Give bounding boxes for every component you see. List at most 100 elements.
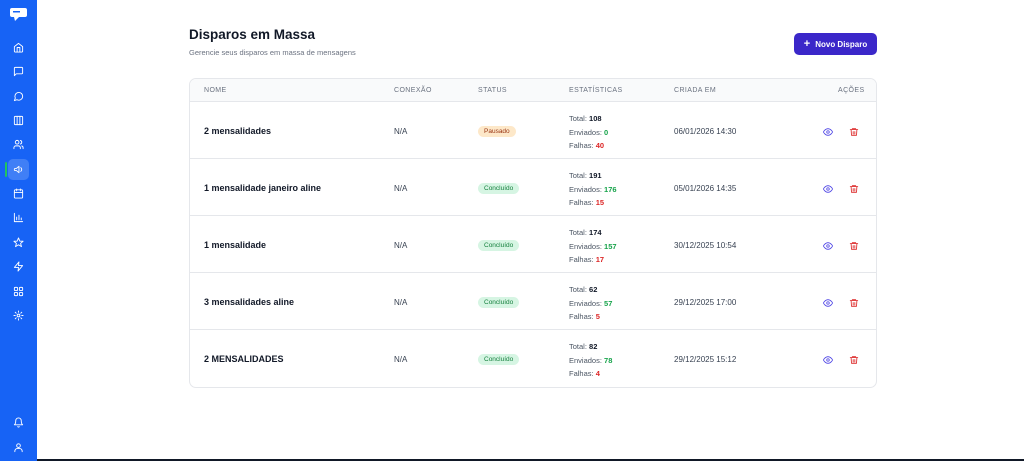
stat-sent-value: 0 — [604, 127, 609, 137]
table-row: 3 mensalidades aline N/A Concluído Total… — [190, 273, 876, 330]
page-title: Disparos em Massa — [189, 27, 316, 42]
campaign-connection: N/A — [394, 298, 408, 307]
campaigns-table: NOME CONEXÃO STATUS ESTATÍSTICAS CRIADA … — [189, 78, 877, 388]
view-button[interactable] — [822, 354, 834, 366]
stat-sent-value: 57 — [604, 298, 613, 308]
sidebar-item-profile[interactable] — [8, 437, 29, 458]
sidebar-item-contacts[interactable] — [8, 134, 29, 155]
stat-failed-value: 15 — [595, 198, 605, 207]
new-campaign-label: Novo Disparo — [815, 39, 868, 49]
table-header: NOME CONEXÃO STATUS ESTATÍSTICAS CRIADA … — [190, 79, 876, 102]
sidebar-item-automations[interactable] — [8, 256, 29, 277]
sidebar-item-integrations[interactable] — [8, 281, 29, 302]
sidebar-item-notifications[interactable] — [8, 412, 29, 433]
stat-sent-label: Enviados: — [569, 241, 602, 251]
campaign-created-at: 06/01/2026 14:30 — [674, 127, 737, 136]
stat-sent-value: 78 — [604, 355, 613, 365]
campaign-created-at: 05/01/2026 14:35 — [674, 184, 737, 193]
eye-icon — [823, 356, 833, 364]
column-header-name: NOME — [204, 87, 227, 94]
stat-sent-label: Enviados: — [569, 355, 602, 365]
sidebar-item-settings[interactable] — [8, 305, 29, 326]
trash-icon — [849, 128, 859, 136]
delete-button[interactable] — [848, 240, 860, 252]
users-icon — [13, 139, 24, 150]
stat-failed: Falhas: 5 — [569, 310, 612, 324]
stat-sent: Enviados: 78 — [569, 354, 612, 368]
delete-button[interactable] — [848, 183, 860, 195]
stat-sent-label: Enviados: — [569, 184, 602, 194]
megaphone-icon — [13, 165, 23, 174]
view-button[interactable] — [822, 183, 834, 195]
view-button[interactable] — [822, 297, 834, 309]
home-icon — [13, 42, 24, 53]
stat-sent-value: 176 — [604, 184, 617, 194]
view-button[interactable] — [822, 126, 834, 138]
sidebar-item-campaigns[interactable] — [5, 159, 29, 180]
stat-failed-value: 4 — [595, 369, 600, 378]
stat-failed-label: Falhas: — [569, 312, 594, 321]
column-header-connection: CONEXÃO — [394, 87, 432, 94]
stat-total: Total: 174 — [569, 226, 617, 240]
zap-icon — [13, 261, 24, 272]
sidebar-item-kanban[interactable] — [8, 110, 29, 131]
trash-icon — [849, 185, 859, 193]
campaign-created-at: 29/12/2025 17:00 — [674, 298, 737, 307]
status-badge: Concluído — [478, 240, 520, 251]
sidebar-item-schedule[interactable] — [8, 183, 29, 204]
stat-failed-value: 17 — [595, 255, 605, 264]
bar-chart-icon — [13, 212, 24, 223]
view-button[interactable] — [822, 240, 834, 252]
stat-total-label: Total: — [569, 285, 587, 294]
stat-sent: Enviados: 0 — [569, 126, 608, 140]
stat-total-value: 62 — [589, 285, 598, 294]
stat-total-label: Total: — [569, 171, 587, 180]
delete-button[interactable] — [848, 126, 860, 138]
page-subtitle: Gerencie seus disparos em massa de mensa… — [189, 48, 356, 57]
campaign-name: 2 mensalidades — [204, 126, 272, 136]
app-logo-icon[interactable] — [10, 8, 27, 22]
message-square-icon — [13, 66, 24, 77]
sidebar-item-messages[interactable] — [8, 61, 29, 82]
sidebar-item-home[interactable] — [8, 37, 29, 58]
campaign-name: 1 mensalidade — [204, 240, 267, 250]
campaign-name: 1 mensalidade janeiro aline — [204, 183, 322, 193]
new-campaign-button[interactable]: + Novo Disparo — [794, 33, 877, 55]
stat-failed-value: 40 — [595, 141, 605, 150]
table-row: 2 mensalidades N/A Pausado Total: 108 En… — [190, 102, 876, 159]
stat-failed-label: Falhas: — [569, 198, 594, 207]
star-icon — [13, 237, 24, 248]
user-icon — [14, 443, 23, 453]
trash-icon — [849, 299, 859, 307]
stat-total: Total: 62 — [569, 283, 612, 297]
kanban-icon — [13, 115, 24, 126]
stat-failed: Falhas: 4 — [569, 367, 612, 381]
campaign-statistics: Total: 174 Enviados: 157 Falhas: 17 — [569, 226, 617, 267]
sidebar-item-chat[interactable] — [8, 86, 29, 107]
plus-icon: + — [803, 37, 811, 50]
stat-sent-label: Enviados: — [569, 127, 602, 137]
campaign-name: 3 mensalidades aline — [204, 297, 295, 307]
sidebar — [0, 0, 37, 461]
stat-total: Total: 191 — [569, 169, 617, 183]
stat-total-value: 174 — [589, 228, 602, 237]
stat-total-value: 191 — [589, 171, 602, 180]
stat-total: Total: 82 — [569, 340, 612, 354]
table-row: 1 mensalidade N/A Concluído Total: 174 E… — [190, 216, 876, 273]
eye-icon — [823, 128, 833, 136]
stat-failed: Falhas: 40 — [569, 139, 608, 153]
eye-icon — [823, 242, 833, 250]
stat-total-value: 108 — [589, 114, 602, 123]
stat-failed: Falhas: 15 — [569, 196, 617, 210]
stat-failed-value: 5 — [595, 312, 600, 321]
gear-icon — [13, 310, 24, 321]
table-row: 2 MENSALIDADES N/A Concluído Total: 82 E… — [190, 330, 876, 387]
sidebar-item-reports[interactable] — [8, 207, 29, 228]
delete-button[interactable] — [848, 354, 860, 366]
stat-total-label: Total: — [569, 228, 587, 237]
campaign-connection: N/A — [394, 184, 408, 193]
sidebar-item-favorites[interactable] — [8, 232, 29, 253]
stat-total-label: Total: — [569, 114, 587, 123]
delete-button[interactable] — [848, 297, 860, 309]
column-header-status: STATUS — [478, 87, 507, 94]
